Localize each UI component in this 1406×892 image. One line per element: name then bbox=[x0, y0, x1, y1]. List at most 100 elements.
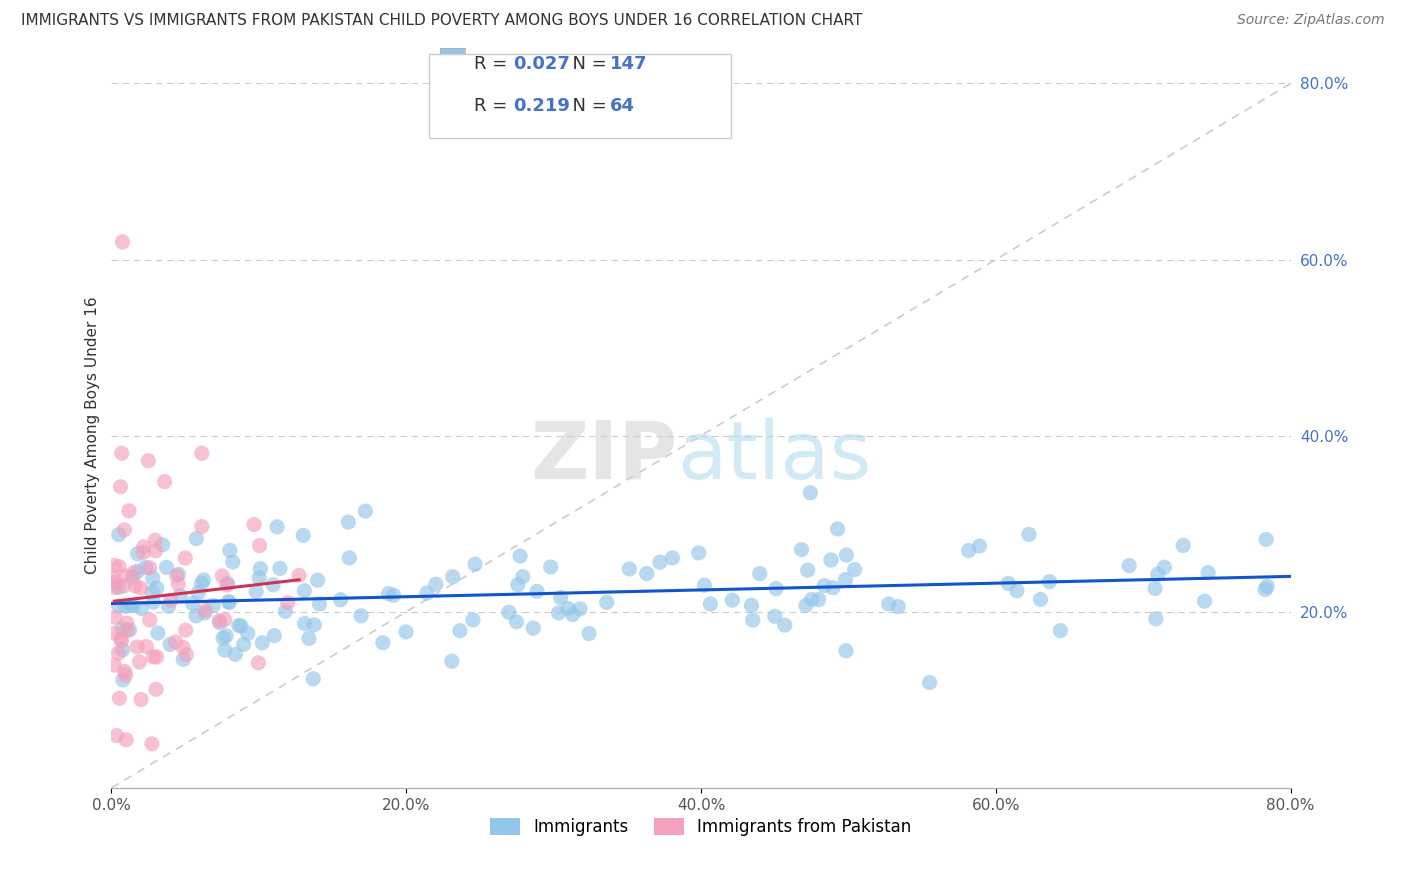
Point bbox=[191, 519, 214, 533]
Point bbox=[292, 583, 315, 598]
Point bbox=[773, 618, 796, 632]
Point bbox=[820, 553, 842, 567]
Point bbox=[105, 729, 128, 743]
Point bbox=[108, 559, 131, 574]
Point bbox=[222, 555, 245, 569]
Point bbox=[449, 624, 471, 638]
Point bbox=[218, 594, 240, 608]
Point bbox=[693, 578, 716, 592]
Point bbox=[141, 737, 163, 751]
Point bbox=[835, 644, 858, 658]
Point bbox=[382, 588, 405, 602]
Text: 147: 147 bbox=[610, 55, 648, 73]
Point bbox=[236, 626, 259, 640]
Point bbox=[115, 732, 138, 747]
Point bbox=[337, 550, 360, 565]
Point bbox=[247, 656, 270, 670]
Point bbox=[229, 619, 252, 633]
Point bbox=[354, 504, 377, 518]
Point bbox=[464, 558, 486, 572]
Text: ZIP: ZIP bbox=[530, 417, 678, 496]
Point bbox=[596, 595, 619, 609]
Point bbox=[636, 566, 658, 581]
Point bbox=[146, 626, 169, 640]
Point bbox=[103, 626, 125, 640]
Text: R =: R = bbox=[474, 55, 513, 73]
Point bbox=[288, 568, 311, 582]
Point bbox=[844, 563, 866, 577]
Point bbox=[208, 615, 231, 630]
Y-axis label: Child Poverty Among Boys Under 16: Child Poverty Among Boys Under 16 bbox=[86, 297, 100, 574]
Point bbox=[224, 648, 246, 662]
Point bbox=[135, 640, 157, 654]
Point bbox=[202, 599, 225, 613]
Point bbox=[115, 615, 138, 630]
Point bbox=[172, 652, 194, 666]
Point bbox=[184, 608, 207, 623]
Point bbox=[262, 578, 284, 592]
Point bbox=[217, 576, 239, 591]
Point bbox=[1256, 579, 1278, 593]
Point bbox=[790, 542, 813, 557]
Point bbox=[112, 523, 135, 537]
Point bbox=[111, 446, 134, 460]
Point bbox=[416, 586, 439, 600]
Point bbox=[688, 546, 710, 560]
Point bbox=[765, 582, 787, 596]
Point bbox=[800, 592, 823, 607]
Point bbox=[118, 504, 141, 518]
Point bbox=[813, 579, 835, 593]
Point bbox=[157, 599, 180, 613]
Point bbox=[350, 608, 373, 623]
Point bbox=[721, 593, 744, 607]
Point bbox=[827, 522, 849, 536]
Point bbox=[114, 665, 136, 679]
Point bbox=[138, 561, 160, 575]
Text: N =: N = bbox=[561, 55, 613, 73]
Point bbox=[807, 592, 830, 607]
Point bbox=[337, 515, 360, 529]
Point bbox=[228, 618, 250, 632]
Point bbox=[247, 571, 270, 585]
Point bbox=[107, 527, 129, 541]
Point bbox=[110, 632, 132, 646]
Point bbox=[129, 581, 152, 595]
Point bbox=[249, 561, 271, 575]
Point bbox=[218, 596, 240, 610]
Point bbox=[1256, 533, 1278, 547]
Point bbox=[252, 636, 274, 650]
Point bbox=[194, 604, 217, 618]
Point bbox=[187, 585, 209, 599]
Point bbox=[1005, 583, 1028, 598]
Point bbox=[114, 569, 136, 583]
Point bbox=[661, 551, 683, 566]
Point bbox=[215, 629, 238, 643]
Point bbox=[619, 562, 641, 576]
Point bbox=[135, 560, 157, 574]
Point bbox=[794, 599, 817, 613]
Legend: Immigrants, Immigrants from Pakistan: Immigrants, Immigrants from Pakistan bbox=[484, 812, 918, 843]
Point bbox=[957, 543, 980, 558]
Text: R =: R = bbox=[474, 97, 513, 115]
Point bbox=[211, 569, 233, 583]
Point bbox=[1049, 624, 1071, 638]
Point bbox=[522, 621, 544, 635]
Point bbox=[165, 635, 187, 649]
Point bbox=[186, 532, 208, 546]
Point bbox=[111, 673, 134, 687]
Point bbox=[115, 624, 138, 638]
Point bbox=[107, 581, 129, 595]
Point bbox=[114, 599, 136, 614]
Point bbox=[176, 648, 198, 662]
Point bbox=[166, 568, 188, 582]
Point bbox=[371, 636, 394, 650]
Point bbox=[218, 543, 240, 558]
Point bbox=[127, 547, 149, 561]
Text: atlas: atlas bbox=[678, 417, 872, 496]
Point bbox=[304, 618, 326, 632]
Point bbox=[1153, 560, 1175, 574]
Point bbox=[509, 549, 531, 563]
Point bbox=[103, 573, 125, 587]
Point bbox=[835, 548, 858, 562]
Point bbox=[114, 668, 136, 682]
